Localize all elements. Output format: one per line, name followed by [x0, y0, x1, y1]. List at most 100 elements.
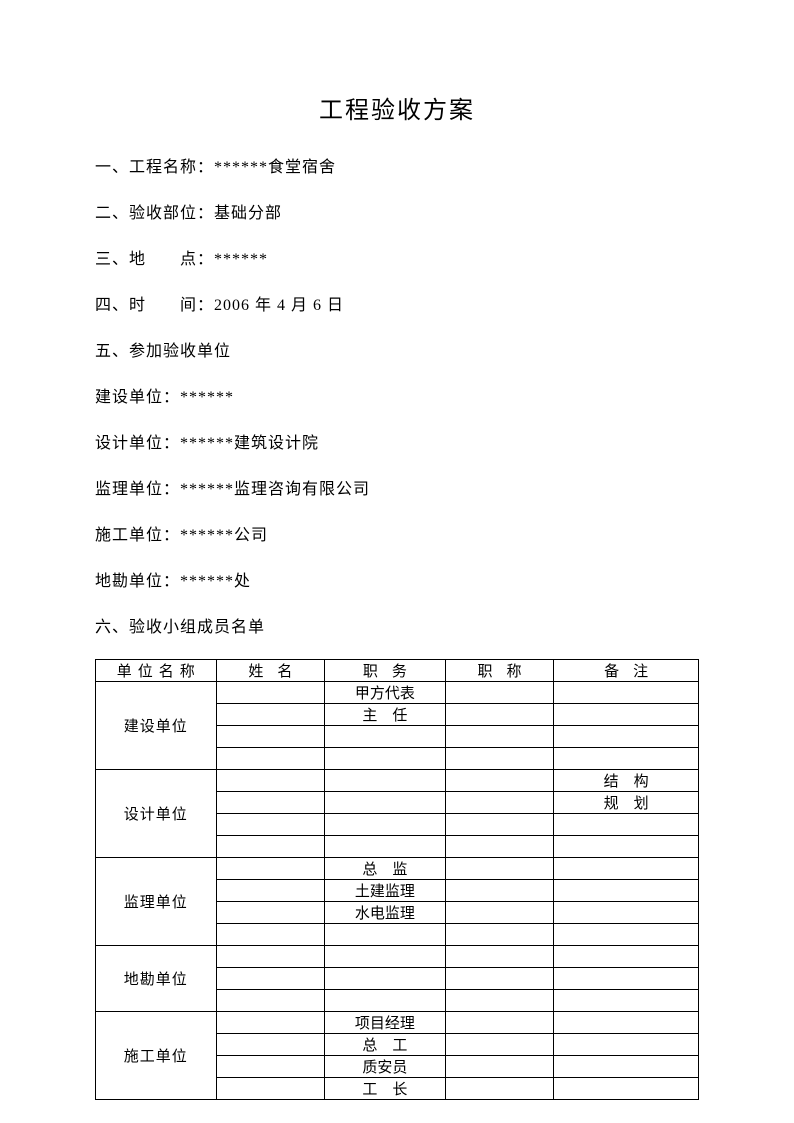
unit-cell: 设计单位 [96, 770, 217, 858]
position-cell: 工 长 [325, 1078, 446, 1100]
name-cell [216, 1056, 325, 1078]
name-cell [216, 968, 325, 990]
position-cell [325, 814, 446, 836]
position-cell [325, 792, 446, 814]
position-cell: 土建监理 [325, 880, 446, 902]
header-name: 姓名 [216, 660, 325, 682]
position-cell: 水电监理 [325, 902, 446, 924]
line-time: 四、时 间：2006 年 4 月 6 日 [95, 291, 699, 315]
name-cell [216, 1078, 325, 1100]
unit-cell: 监理单位 [96, 858, 217, 946]
position-cell: 质安员 [325, 1056, 446, 1078]
position-cell [325, 946, 446, 968]
unit-cell: 建设单位 [96, 682, 217, 770]
title-cell [445, 902, 554, 924]
title-cell [445, 968, 554, 990]
title-cell [445, 682, 554, 704]
name-cell [216, 1034, 325, 1056]
title-cell [445, 946, 554, 968]
line-contractor-unit: 施工单位：******公司 [95, 521, 699, 545]
name-cell [216, 748, 325, 770]
title-cell [445, 880, 554, 902]
note-cell [554, 814, 699, 836]
document-title: 工程验收方案 [95, 90, 699, 125]
members-table: 单位名称 姓名 职务 职称 备注 建设单位 甲方代表 主 任 [95, 659, 699, 1100]
name-cell [216, 924, 325, 946]
note-cell [554, 990, 699, 1012]
title-cell [445, 814, 554, 836]
position-cell [325, 968, 446, 990]
line-construction-unit: 建设单位：****** [95, 383, 699, 407]
name-cell [216, 880, 325, 902]
name-cell [216, 704, 325, 726]
note-cell [554, 1056, 699, 1078]
position-cell [325, 748, 446, 770]
title-cell [445, 1056, 554, 1078]
title-cell [445, 704, 554, 726]
header-position: 职务 [325, 660, 446, 682]
note-cell: 结 构 [554, 770, 699, 792]
position-cell [325, 770, 446, 792]
title-cell [445, 990, 554, 1012]
name-cell [216, 946, 325, 968]
position-cell [325, 990, 446, 1012]
note-cell [554, 968, 699, 990]
note-cell [554, 682, 699, 704]
title-cell [445, 726, 554, 748]
position-cell: 甲方代表 [325, 682, 446, 704]
title-cell [445, 770, 554, 792]
name-cell [216, 792, 325, 814]
line-units-heading: 五、参加验收单位 [95, 337, 699, 361]
position-cell: 总 监 [325, 858, 446, 880]
position-cell [325, 924, 446, 946]
note-cell [554, 924, 699, 946]
title-cell [445, 1078, 554, 1100]
name-cell [216, 902, 325, 924]
table-header-row: 单位名称 姓名 职务 职称 备注 [96, 660, 699, 682]
unit-cell: 施工单位 [96, 1012, 217, 1100]
name-cell [216, 990, 325, 1012]
note-cell [554, 1078, 699, 1100]
name-cell [216, 858, 325, 880]
title-cell [445, 1012, 554, 1034]
line-survey-unit: 地勘单位：******处 [95, 567, 699, 591]
title-cell [445, 836, 554, 858]
position-cell [325, 836, 446, 858]
position-cell: 总 工 [325, 1034, 446, 1056]
line-acceptance-part: 二、验收部位：基础分部 [95, 199, 699, 223]
header-title: 职称 [445, 660, 554, 682]
header-note: 备注 [554, 660, 699, 682]
name-cell [216, 836, 325, 858]
table-row: 建设单位 甲方代表 [96, 682, 699, 704]
name-cell [216, 682, 325, 704]
table-row: 监理单位 总 监 [96, 858, 699, 880]
title-cell [445, 858, 554, 880]
position-cell: 项目经理 [325, 1012, 446, 1034]
line-supervision-unit: 监理单位：******监理咨询有限公司 [95, 475, 699, 499]
line-project-name: 一、工程名称：******食堂宿舍 [95, 153, 699, 177]
note-cell [554, 1012, 699, 1034]
note-cell [554, 704, 699, 726]
position-cell [325, 726, 446, 748]
name-cell [216, 814, 325, 836]
note-cell [554, 880, 699, 902]
title-cell [445, 748, 554, 770]
table-row: 地勘单位 [96, 946, 699, 968]
title-cell [445, 792, 554, 814]
line-team-heading: 六、验收小组成员名单 [95, 613, 699, 637]
members-table-container: 单位名称 姓名 职务 职称 备注 建设单位 甲方代表 主 任 [95, 659, 699, 1100]
name-cell [216, 1012, 325, 1034]
name-cell [216, 726, 325, 748]
note-cell [554, 836, 699, 858]
line-location: 三、地 点：****** [95, 245, 699, 269]
note-cell [554, 858, 699, 880]
unit-cell: 地勘单位 [96, 946, 217, 1012]
title-cell [445, 924, 554, 946]
table-row: 设计单位 结 构 [96, 770, 699, 792]
name-cell [216, 770, 325, 792]
note-cell [554, 726, 699, 748]
note-cell [554, 946, 699, 968]
note-cell [554, 1034, 699, 1056]
note-cell [554, 902, 699, 924]
note-cell [554, 748, 699, 770]
